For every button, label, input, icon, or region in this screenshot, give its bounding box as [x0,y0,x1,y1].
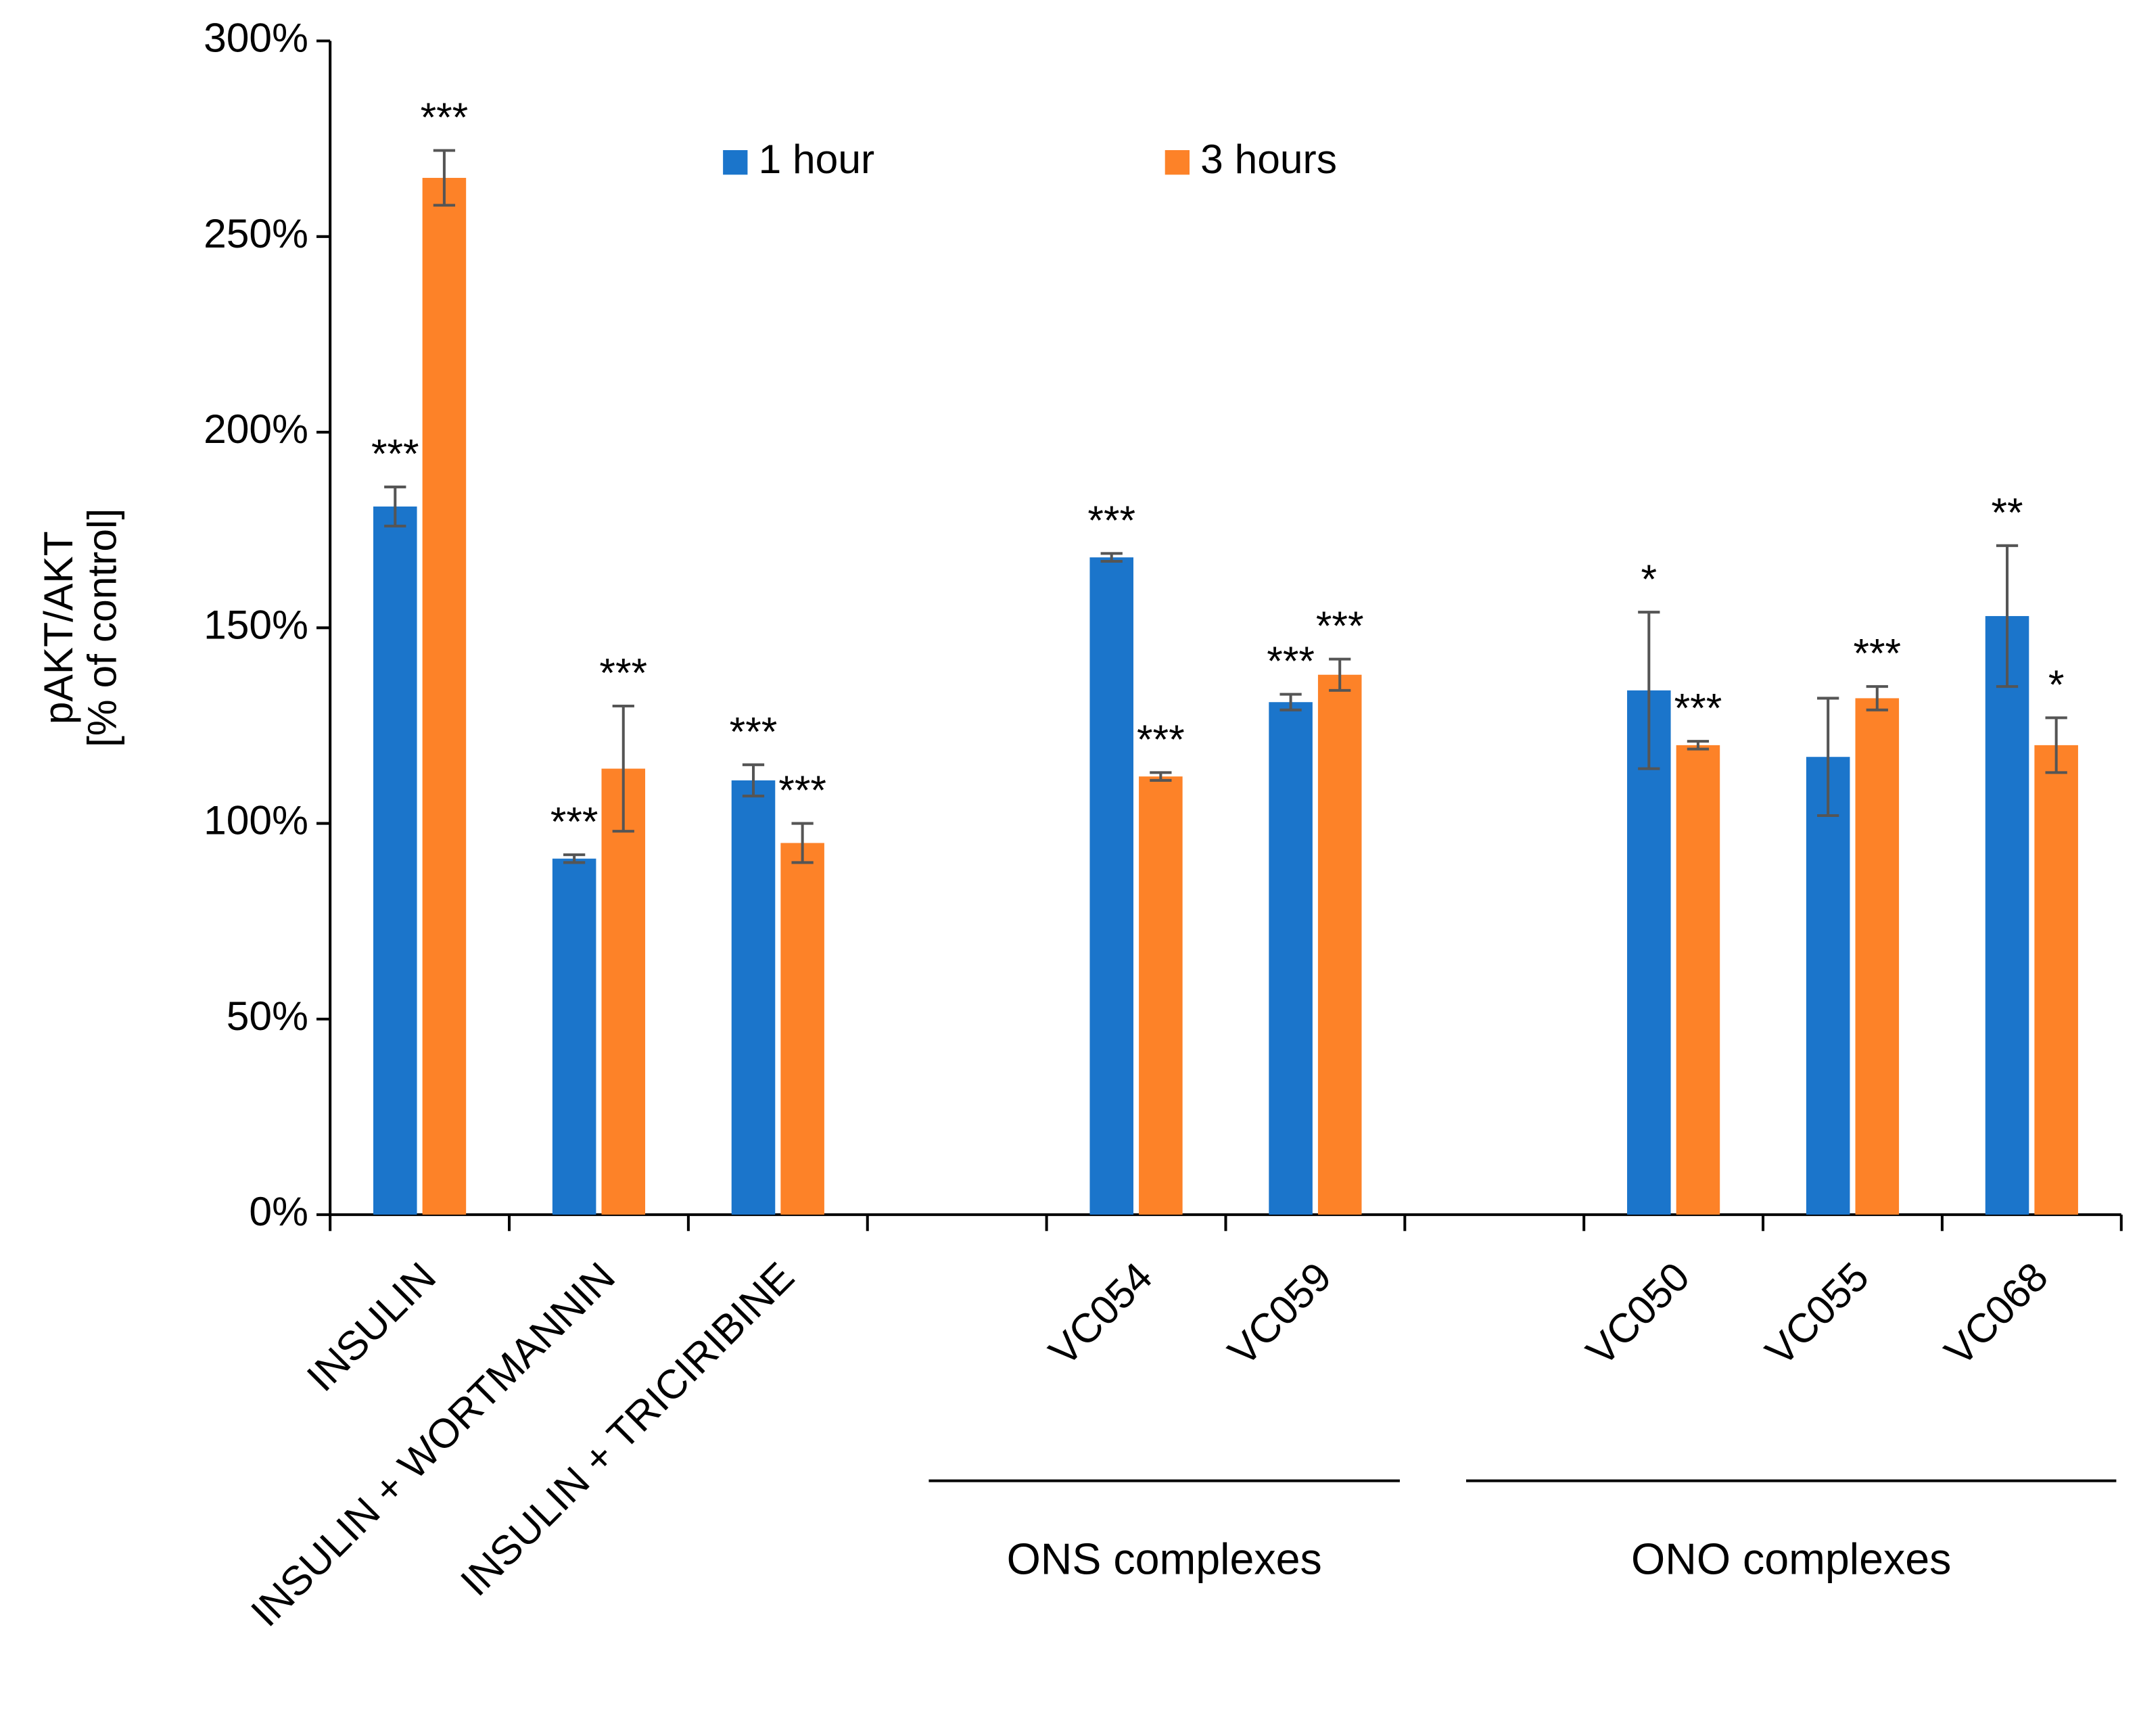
bar [1089,557,1134,1215]
significance-label: *** [1087,497,1135,543]
bar [373,506,417,1215]
bar [2034,745,2078,1215]
x-tick-label: VC050 [1577,1253,1698,1374]
error-bar [791,822,814,864]
bar [601,768,646,1215]
error-bar [1279,693,1302,711]
error-bar [1638,611,1660,770]
error-bar [563,853,586,864]
x-tick-label: VC059 [1219,1253,1340,1374]
bar [1676,745,1720,1215]
significance-label: * [1641,556,1658,602]
significance-label: *** [1316,603,1364,649]
bar [422,178,467,1215]
bar [1139,776,1183,1215]
bar [1317,674,1362,1215]
significance-label: *** [1674,685,1722,731]
bar [1627,690,1671,1215]
y-axis-label: [% of control] [78,509,124,747]
y-tick-label: 200% [204,406,308,452]
error-bar [433,149,456,207]
legend-swatch [723,149,748,175]
y-tick-label: 150% [204,601,308,647]
significance-label: *** [599,650,647,696]
x-tick-label: VC054 [1040,1253,1161,1374]
bar [780,843,824,1215]
y-tick-label: 250% [204,210,308,256]
error-bar [1817,697,1839,818]
error-bar [1866,685,1888,711]
legend-label: 1 hour [759,136,875,182]
group-label: ONO complexes [1631,1535,1951,1584]
bar [552,858,596,1215]
y-tick-label: 300% [204,15,308,61]
group-label: ONS complexes [1007,1535,1322,1584]
x-tick-label: INSULIN + TRICIRIBINE [452,1253,803,1604]
y-tick-label: 50% [227,993,308,1039]
significance-label: *** [371,431,419,477]
y-axis-label: pAKT/AKT [35,531,81,724]
significance-label: *** [550,798,598,844]
bar [731,780,776,1215]
bar [1806,757,1850,1215]
x-tick-label: VC055 [1756,1253,1877,1374]
x-tick-label: VC068 [1935,1253,2056,1374]
bar [1985,615,2029,1215]
significance-label: *** [778,767,826,813]
significance-label: *** [1137,716,1185,762]
significance-label: *** [1853,630,1901,676]
x-tick-label: INSULIN [298,1253,444,1400]
error-bar [612,705,634,833]
error-bar [1100,552,1123,563]
bar [1855,698,1900,1215]
y-tick-label: 0% [249,1188,308,1234]
significance-label: * [2048,661,2065,707]
legend-label: 3 hours [1200,136,1337,182]
legend-swatch [1165,149,1190,175]
error-bar [1687,740,1710,751]
y-tick-label: 100% [204,797,308,843]
error-bar [384,486,406,527]
error-bar [742,763,765,798]
significance-label: *** [730,708,778,754]
significance-label: *** [1267,638,1315,684]
error-bar [2045,716,2067,774]
error-bar [1150,771,1172,782]
x-tick-label: INSULIN + WORTMANNIN [242,1253,624,1635]
error-bar [1329,657,1351,692]
bar [1269,702,1313,1215]
significance-label: *** [421,94,469,140]
error-bar [1996,544,2019,688]
significance-label: ** [1991,489,2023,535]
